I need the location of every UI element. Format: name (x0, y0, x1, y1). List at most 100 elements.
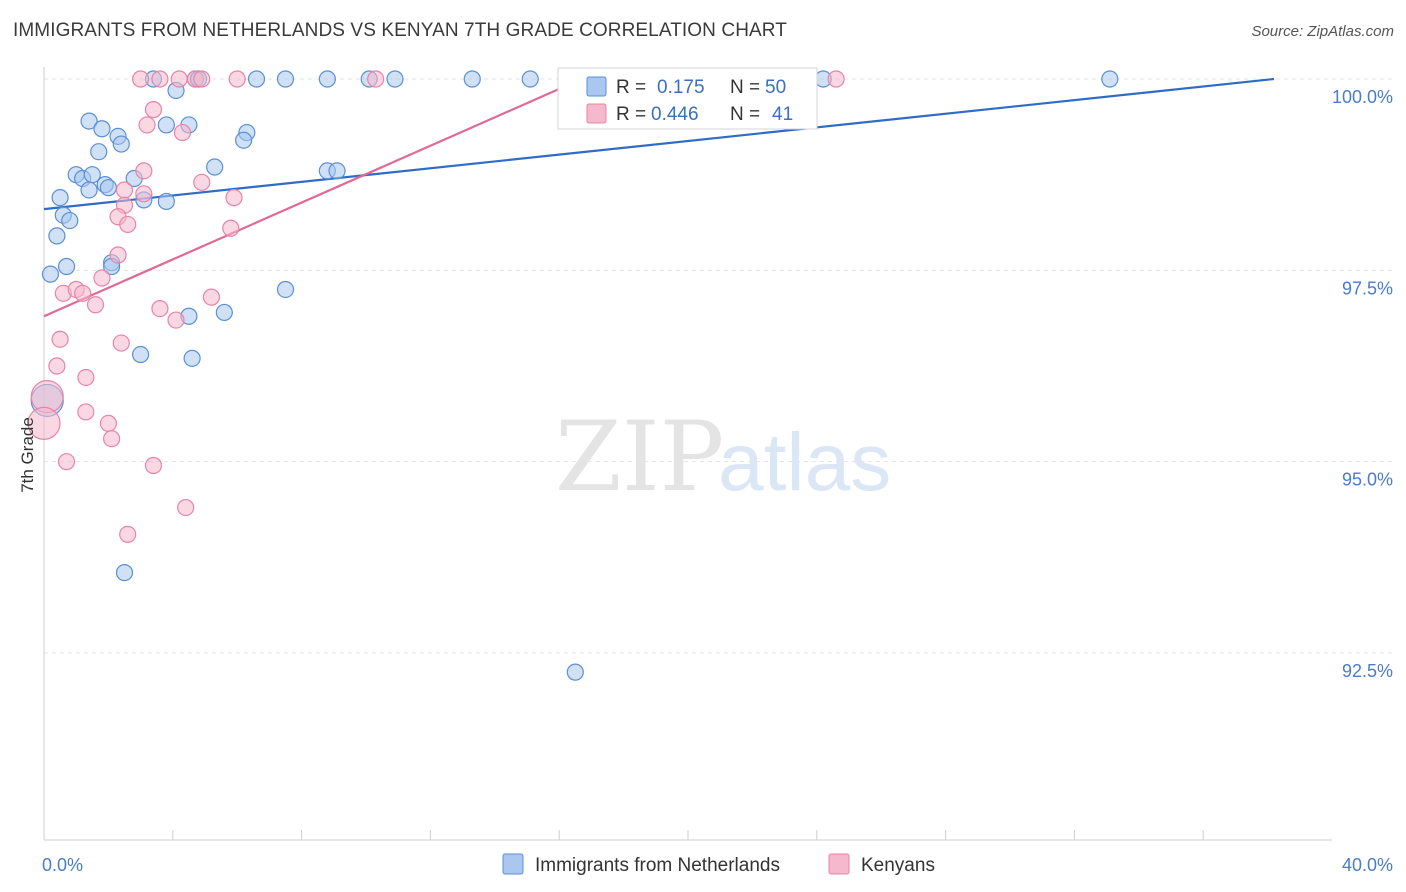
netherlands-point-42 (276, 280, 295, 299)
y-tick-label-0: 100.0% (1332, 87, 1393, 107)
netherlands-trendline (43, 77, 1275, 211)
y-tick-label-1: 97.5% (1342, 278, 1393, 298)
netherlands-point-43 (215, 303, 233, 322)
netherlands-point-36 (61, 211, 79, 230)
netherlands-point-5 (318, 70, 336, 88)
netherlands-point-7 (386, 70, 404, 88)
legend-n-label-1: N = (730, 77, 760, 98)
bottom-legend-label-netherlands: Immigrants from Netherlands (535, 855, 780, 876)
netherlands-point-32 (51, 189, 69, 207)
netherlands-point-22 (206, 158, 224, 176)
y-axis-title: 7th Grade (18, 417, 37, 493)
watermark-zip: ZIP (555, 401, 724, 513)
bottom-legend: Immigrants from Netherlands Kenyans (502, 853, 935, 876)
netherlands-point-14 (93, 120, 111, 138)
kenyans-point-5 (228, 70, 246, 88)
legend-swatch-pink (586, 103, 607, 124)
kenyans-point-32 (77, 368, 95, 387)
tick-label-layer: 100.0% 97.5% 95.0% 92.5% 0.0% 40.0% (42, 87, 1393, 875)
netherlands-point-45 (132, 345, 150, 364)
bottom-legend-swatch-blue (502, 853, 524, 875)
kenyans-point-14 (135, 185, 153, 203)
legend-n-label-2: N = (730, 104, 760, 125)
kenyans-point-4 (193, 70, 211, 88)
kenyans-point-11 (135, 162, 153, 180)
kenyans-point-36 (99, 414, 118, 432)
kenyans-point-18 (119, 215, 137, 234)
netherlands-point-46 (183, 349, 201, 367)
kenyans-point-37 (103, 430, 121, 448)
kenyans-point-29 (51, 330, 69, 348)
kenyans-point-25 (202, 288, 221, 306)
y-tick-label-2: 95.0% (1342, 470, 1393, 490)
y-tick-label-3: 92.5% (1342, 661, 1393, 681)
legend-r-label-2: R = (616, 104, 646, 125)
netherlands-point-21 (90, 143, 108, 161)
netherlands-point-9 (521, 70, 539, 88)
legend-swatch-blue (586, 76, 607, 97)
kenyans-point-20 (109, 246, 127, 264)
legend-r-label-1: R = (616, 77, 646, 98)
legend-n-value-2: 41 (772, 104, 793, 125)
kenyans-point-15 (225, 189, 243, 207)
watermark-atlas: atlas (718, 417, 891, 508)
netherlands-point-49 (566, 663, 584, 681)
legend-r-value-1: 0.175 (657, 77, 705, 98)
kenyans-point-1 (151, 70, 169, 88)
netherlands-point-34 (157, 192, 175, 211)
netherlands-point-4 (276, 70, 295, 88)
source-label: Source: ZipAtlas.com (1251, 23, 1394, 40)
top-legend: R = 0.175 N = 50 R = 0.446 N = 41 (557, 67, 818, 130)
kenyans-trendline (43, 77, 583, 318)
kenyans-point-6 (367, 70, 385, 88)
netherlands-point-31 (80, 181, 98, 199)
netherlands-point-11 (1101, 70, 1119, 88)
kenyans-point-28 (167, 311, 185, 329)
kenyans-point-41 (119, 525, 137, 543)
kenyans-point-19 (222, 219, 240, 237)
kenyans-point-27 (151, 300, 169, 318)
kenyans-point-38 (57, 453, 76, 471)
netherlands-point-3 (247, 70, 266, 88)
netherlands-point-13 (80, 112, 98, 130)
kenyans-point-2 (170, 70, 188, 88)
netherlands-point-41 (41, 265, 60, 283)
netherlands-point-15 (157, 116, 175, 134)
kenyans-point-34 (77, 403, 95, 421)
x-tick-label-1: 40.0% (1342, 855, 1393, 875)
axis-layer (43, 67, 1332, 841)
netherlands-point-19 (235, 131, 253, 149)
x-tick-label-0: 0.0% (42, 855, 83, 875)
kenyans-point-31 (48, 357, 66, 375)
kenyans-point-21 (93, 269, 111, 287)
grid-layer (44, 78, 1392, 654)
legend-r-value-2: 0.446 (651, 104, 699, 125)
netherlands-point-8 (463, 70, 481, 88)
kenyans-point-12 (193, 173, 211, 191)
netherlands-point-30 (99, 179, 118, 197)
trend-layer (43, 77, 1275, 318)
bottom-legend-label-kenyans: Kenyans (861, 855, 935, 876)
chart-title: IMMIGRANTS FROM NETHERLANDS VS KENYAN 7T… (13, 20, 787, 41)
watermark: ZIP atlas (555, 401, 891, 513)
kenyans-point-10 (173, 123, 192, 142)
bottom-legend-swatch-pink (828, 853, 850, 875)
netherlands-point-20 (112, 135, 130, 153)
netherlands-point-38 (57, 257, 76, 276)
points-layer (27, 70, 1119, 681)
kenyans-point-24 (74, 284, 92, 302)
kenyans-point-9 (138, 116, 156, 134)
kenyans-point-13 (115, 181, 134, 199)
netherlands-point-24 (328, 162, 346, 180)
kenyans-point-0 (132, 70, 150, 88)
kenyans-point-7 (827, 70, 845, 88)
netherlands-point-37 (48, 227, 66, 245)
netherlands-point-48 (115, 564, 134, 582)
legend-n-value-1: 50 (765, 77, 786, 98)
kenyans-point-35 (27, 406, 61, 440)
kenyans-point-30 (112, 334, 130, 352)
kenyans-point-40 (177, 498, 195, 517)
kenyans-point-39 (144, 456, 163, 475)
